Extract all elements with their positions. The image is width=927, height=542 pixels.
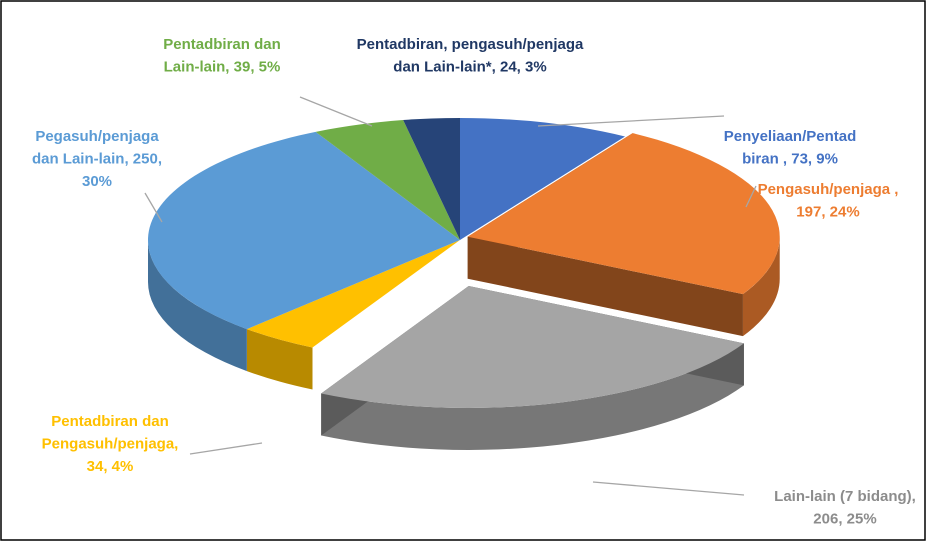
data-label-line: dan Lain-lain*, 24, 3% <box>393 58 546 75</box>
data-label: Pentadbiran dan Pengasuh/penjaga, 34, 4% <box>42 413 179 475</box>
data-label-line: 197, 24% <box>796 203 859 220</box>
data-label-line: Pentadbiran, pengasuh/penjaga <box>357 36 584 53</box>
data-label: Pentadbiran, pengasuh/penjaga dan Lain-la… <box>357 36 584 76</box>
data-label: Pegasuh/penjaga dan Lain-lain, 250, 30% <box>32 128 162 190</box>
data-label: Pentadbiran dan Lain-lain, 39, 5% <box>163 36 281 76</box>
data-label-line: Pengasuh/penjaga , <box>758 181 899 198</box>
data-label: Penyeliaan/Pentad biran , 73, 9% <box>724 128 857 168</box>
data-label-line: 30% <box>82 173 112 190</box>
slice <box>148 131 461 330</box>
slice-side <box>246 329 313 390</box>
slice <box>403 118 460 240</box>
data-label-line: Lain-lain (7 bidang), <box>774 488 916 505</box>
data-label: Lain-lain (7 bidang), 206, 25% <box>774 488 916 528</box>
data-label-line: Pengasuh/penjaga, <box>42 435 179 452</box>
slice-side <box>467 236 743 337</box>
slice <box>467 133 780 295</box>
slice-side <box>148 240 247 372</box>
leader-line <box>144 192 163 223</box>
slice <box>246 240 460 348</box>
data-label-line: Pentadbiran dan <box>51 413 169 430</box>
data-label-line: Pegasuh/penjaga <box>35 128 159 145</box>
data-label-line: Pentadbiran dan <box>163 36 281 53</box>
data-label-line: Lain-lain, 39, 5% <box>164 58 281 75</box>
leader-line <box>592 481 745 496</box>
slice <box>315 120 460 240</box>
leader-line <box>745 185 757 208</box>
data-label: Pengasuh/penjaga , 197, 24% <box>758 181 899 221</box>
data-label-line: biran , 73, 9% <box>742 150 838 167</box>
slice-side <box>321 343 744 450</box>
slice <box>460 118 626 240</box>
data-label-line: 206, 25% <box>813 510 876 527</box>
leader-line <box>299 96 373 127</box>
data-label-line: dan Lain-lain, 250, <box>32 150 162 167</box>
leader-line <box>189 442 263 455</box>
data-label-line: 34, 4% <box>87 458 134 475</box>
slice <box>321 285 744 408</box>
slice-side <box>742 236 780 337</box>
data-label-line: Penyeliaan/Pentad <box>724 128 857 145</box>
leader-line <box>537 115 725 127</box>
